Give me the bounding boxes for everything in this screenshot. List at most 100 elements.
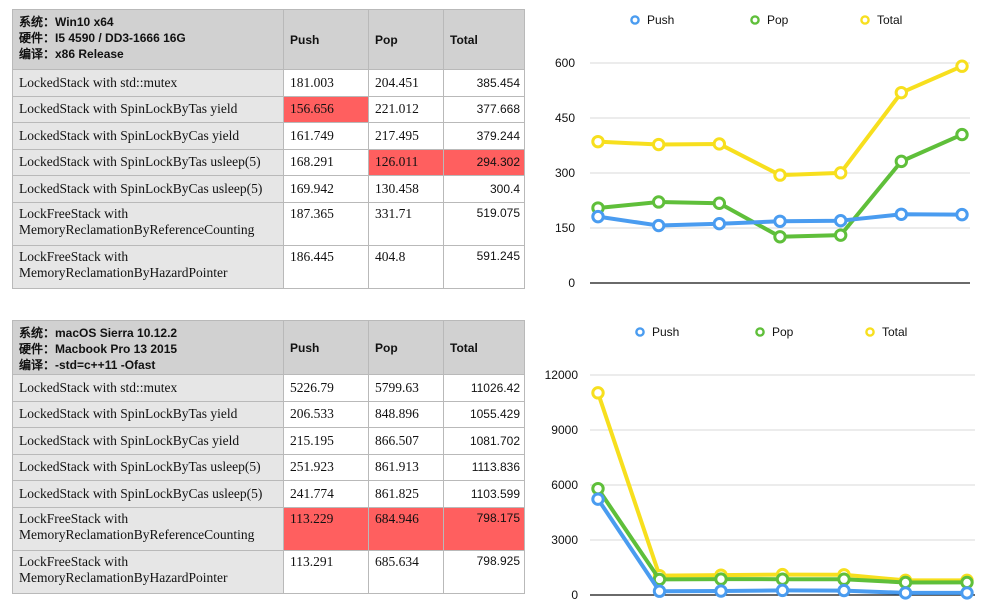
- system-info-line: 系统：Win10 x64: [19, 15, 114, 29]
- data-point: [591, 134, 605, 149]
- system-info-line: 硬件：Macbook Pro 13 2015: [19, 342, 178, 356]
- table-row: LockedStack with SpinLockByCas yield 215.…: [12, 427, 525, 455]
- row-label-line: MemoryReclamationByReferenceCounting: [19, 526, 255, 542]
- push-value: 161.749: [283, 122, 369, 150]
- data-point: [833, 213, 848, 228]
- legend-label: Total: [877, 13, 902, 27]
- push-value: 187.365: [283, 201, 369, 246]
- data-point: [833, 166, 848, 180]
- push-value: 181.003: [283, 69, 369, 97]
- row-label: LockedStack with SpinLockByCas usleep(5): [12, 480, 284, 508]
- pop-value: 685.634: [368, 549, 444, 594]
- push-value: 206.533: [283, 400, 369, 428]
- data-point: [714, 584, 728, 598]
- pop-value: 684.946: [368, 506, 444, 551]
- push-value: 168.291: [283, 148, 369, 176]
- table-row: LockedStack with SpinLockByTas usleep(5)…: [12, 148, 525, 176]
- table-row: LockedStack with SpinLockByCas usleep(5)…: [12, 175, 525, 203]
- header-total: Total: [443, 9, 525, 70]
- push-value: 186.445: [283, 244, 369, 289]
- push-value: 113.229: [283, 506, 369, 551]
- row-label-line: MemoryReclamationByHazardPointer: [19, 569, 228, 585]
- row-label-line: LockedStack with std::mutex: [19, 74, 178, 90]
- data-point: [714, 572, 728, 586]
- push-value: 156.656: [283, 95, 369, 123]
- row-label: LockFreeStack with MemoryReclamationByRef…: [12, 506, 284, 551]
- legend-marker: [750, 15, 760, 25]
- row-label: LockedStack with std::mutex: [12, 69, 284, 97]
- table-row: LockedStack with SpinLockByTas yield 206.…: [12, 400, 525, 428]
- table-row: LockedStack with SpinLockByTas yield 156.…: [12, 95, 525, 123]
- push-value: 215.195: [283, 427, 369, 455]
- row-label-line: LockFreeStack with: [19, 248, 129, 264]
- data-point: [960, 586, 974, 600]
- data-point: [955, 207, 969, 222]
- total-value: 1103.599: [443, 480, 525, 508]
- table-row: LockFreeStack with MemoryReclamationByRef…: [12, 506, 525, 551]
- benchmark-table-macos: 系统：macOS Sierra 10.12.2 硬件：Macbook Pro 1…: [12, 320, 525, 594]
- system-info-line: 系统：macOS Sierra 10.12.2: [19, 326, 178, 340]
- pop-value: 217.495: [368, 122, 444, 150]
- row-label-line: LockedStack with SpinLockByTas usleep(5): [19, 459, 261, 475]
- total-value: 300.4: [443, 175, 525, 203]
- total-value: 519.075: [443, 201, 525, 246]
- push-value: 169.942: [283, 175, 369, 203]
- header-push: Push: [283, 320, 369, 375]
- system-info-line: 硬件：I5 4590 / DD3-1666 16G: [19, 31, 186, 45]
- push-value: 251.923: [283, 453, 369, 481]
- data-point: [591, 209, 605, 224]
- total-value: 1113.836: [443, 453, 525, 481]
- row-label-line: LockedStack with SpinLockByTas yield: [19, 406, 238, 422]
- data-point: [651, 218, 666, 233]
- total-value: 591.245: [443, 244, 525, 289]
- system-info-line: 编译：x86 Release: [19, 47, 124, 61]
- row-label-line: LockFreeStack with: [19, 510, 129, 526]
- data-point: [894, 85, 909, 100]
- line-chart-macos: 0 3000 6000 9000 12000 Push Pop Total: [545, 325, 975, 602]
- data-point: [712, 137, 727, 151]
- data-point: [591, 492, 605, 506]
- row-label-line: LockedStack with SpinLockByTas usleep(5): [19, 154, 261, 170]
- pop-value: 130.458: [368, 175, 444, 203]
- table-row: LockedStack with SpinLockByCas usleep(5)…: [12, 480, 525, 508]
- total-value: 1081.702: [443, 427, 525, 455]
- legend-marker: [755, 327, 765, 337]
- y-tick-label: 0: [568, 276, 575, 290]
- y-tick-label: 6000: [551, 478, 578, 492]
- row-label-line: MemoryReclamationByHazardPointer: [19, 264, 228, 280]
- row-label: LockedStack with SpinLockByCas usleep(5): [12, 175, 284, 203]
- table-header-row: 系统：macOS Sierra 10.12.2 硬件：Macbook Pro 1…: [12, 320, 525, 375]
- total-value: 379.244: [443, 122, 525, 150]
- y-tick-label: 150: [555, 221, 575, 235]
- row-label-line: MemoryReclamationByReferenceCounting: [19, 221, 255, 237]
- table-row: LockedStack with SpinLockByTas usleep(5)…: [12, 453, 525, 481]
- system-info-cell: 系统：Win10 x64 硬件：I5 4590 / DD3-1666 16G 编…: [12, 9, 284, 70]
- legend-label: Pop: [767, 13, 789, 27]
- pop-value: 126.011: [368, 148, 444, 176]
- data-point: [651, 137, 666, 152]
- legend-label: Push: [652, 325, 679, 339]
- legend-marker: [860, 15, 870, 25]
- benchmark-table-win10: 系统：Win10 x64 硬件：I5 4590 / DD3-1666 16G 编…: [12, 9, 525, 289]
- pop-value: 5799.63: [368, 374, 444, 402]
- row-label: LockedStack with SpinLockByTas yield: [12, 95, 284, 123]
- series-line: [596, 392, 968, 583]
- y-tick-label: 12000: [545, 368, 579, 382]
- table-row: LockedStack with std::mutex 5226.79 5799.6…: [12, 374, 525, 402]
- total-value: 1055.429: [443, 400, 525, 428]
- data-point: [837, 572, 851, 586]
- total-value: 798.925: [443, 549, 525, 594]
- pop-value: 221.012: [368, 95, 444, 123]
- row-label: LockFreeStack with MemoryReclamationByHaz…: [12, 549, 284, 594]
- system-info-line: 编译：-std=c++11 -Ofast: [19, 358, 156, 372]
- system-info-cell: 系统：macOS Sierra 10.12.2 硬件：Macbook Pro 1…: [12, 320, 284, 375]
- pop-value: 331.71: [368, 201, 444, 246]
- y-tick-label: 9000: [551, 423, 578, 437]
- row-label-line: LockedStack with SpinLockByCas usleep(5): [19, 180, 263, 196]
- legend-label: Total: [882, 325, 907, 339]
- row-label-line: LockedStack with SpinLockByTas yield: [19, 101, 238, 117]
- data-point: [894, 154, 909, 169]
- table-row: LockFreeStack with MemoryReclamationByHaz…: [12, 549, 525, 594]
- total-value: 377.668: [443, 95, 525, 123]
- row-label-line: LockFreeStack with: [19, 553, 129, 569]
